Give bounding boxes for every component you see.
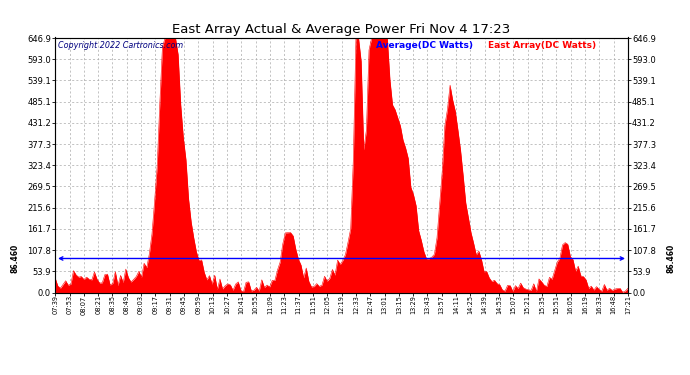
Title: East Array Actual & Average Power Fri Nov 4 17:23: East Array Actual & Average Power Fri No… bbox=[172, 23, 511, 36]
Text: 86.460: 86.460 bbox=[10, 244, 19, 273]
Text: East Array(DC Watts): East Array(DC Watts) bbox=[488, 41, 595, 50]
Text: Copyright 2022 Cartronics.com: Copyright 2022 Cartronics.com bbox=[58, 41, 183, 50]
Text: 86.460: 86.460 bbox=[667, 244, 676, 273]
Text: Average(DC Watts): Average(DC Watts) bbox=[376, 41, 473, 50]
